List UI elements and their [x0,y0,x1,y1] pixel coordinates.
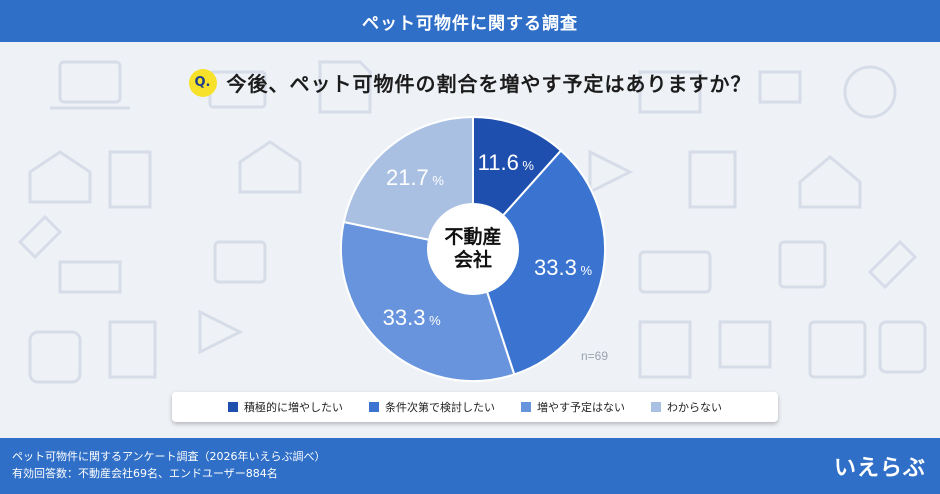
pie-slice-label: 33.3 % [534,255,592,281]
pie-slice-unit: % [428,172,444,188]
center-label-line-2: 会社 [453,249,493,271]
pie-center-hole [427,203,519,295]
pie-slice-value: 33.3 [534,254,577,280]
legend-item: 積極的に増やしたい [228,399,343,415]
question-row: Q. 今後、ペット可物件の割合を増やす予定はありますか？ [0,68,940,97]
background-icons [17,60,927,384]
question-badge: Q. [188,68,217,97]
legend-item: 条件次第で検討したい [369,399,495,415]
pie-slice-value: 11.6 [477,150,519,176]
header-bar: ペット可物件に関する調査 [0,0,940,42]
legend-swatch [651,402,661,412]
pie-slice-value: 21.7 [385,164,429,190]
pie-slice-unit: % [518,158,534,174]
pie-slice-label: 21.7 % [386,165,444,191]
legend-swatch [228,402,238,412]
legend-label: 積極的に増やしたい [244,401,343,414]
pie-slice [471,149,606,376]
question-text: 今後、ペット可物件の割合を増やす予定はありますか？ [226,72,752,96]
pie-chart-svg [340,115,606,382]
footer: ペット可物件に関するアンケート調査（2026年いえらぶ調べ） 有効回答数：不動産… [0,438,940,494]
sample-size-label: n=69 [581,349,609,363]
legend-swatch [521,402,531,412]
center-label: 不動産 会社 [444,226,501,272]
legend-swatch [369,402,379,412]
pie-slice-label: 33.3 % [383,305,441,331]
pie-slice-unit: % [576,262,593,278]
legend: 積極的に増やしたい 条件次第で検討したい 増やす予定はない わからない [172,392,778,422]
pie-slice-unit: % [425,312,441,328]
footer-source: ペット可物件に関するアンケート調査（2026年いえらぶ調べ） [12,450,326,463]
legend-label: 条件次第で検討したい [385,401,495,414]
brand-logo: いえらぶ [833,456,926,481]
legend-item: わからない [651,399,722,415]
pie-slice [342,115,474,251]
legend-label: わからない [667,401,722,414]
pie-slice-label: 11.6 % [478,150,534,176]
legend-item: 増やす予定はない [521,399,625,415]
pie-slice-value: 33.3 [382,304,426,330]
pie-chart: 11.6 % 33.3 % 33.3 % 21.7 % 不動産 会社 [338,114,608,384]
center-label-line-1: 不動産 [444,226,502,248]
page-title: ペット可物件に関する調査 [362,13,578,34]
footer-sample: 有効回答数：不動産会社69名、エンドユーザー884名 [12,467,278,480]
legend-label: 増やす予定はない [537,401,625,414]
footer-notes: ペット可物件に関するアンケート調査（2026年いえらぶ調べ） 有効回答数：不動産… [12,448,326,482]
